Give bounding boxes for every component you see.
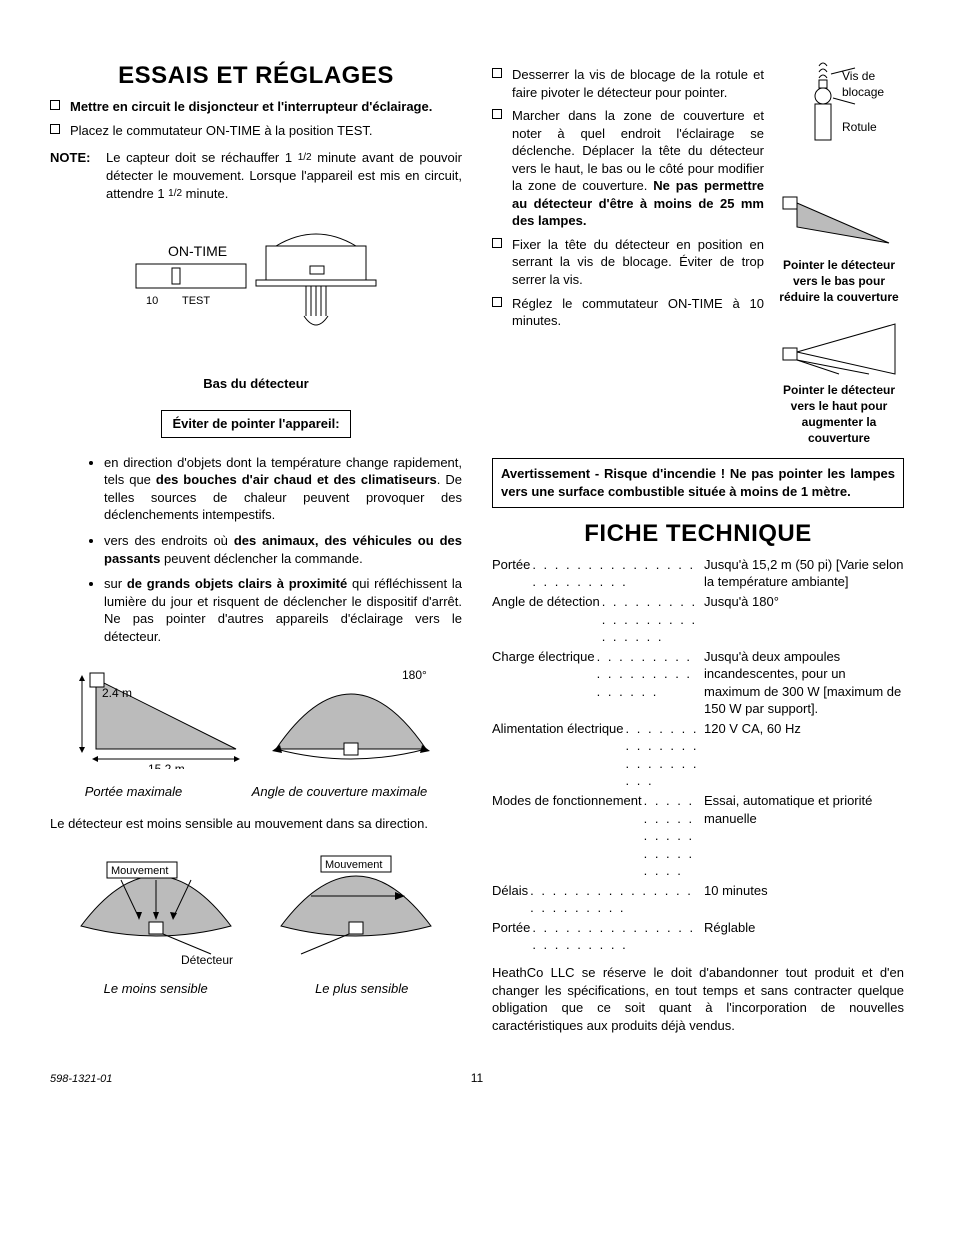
checkbox-icon <box>50 100 60 110</box>
left-column: ESSAIS ET RÉGLAGES Mettre en circuit le … <box>50 60 462 1044</box>
fig-point-down: Pointer le détecteur vers le bas pour ré… <box>774 193 904 306</box>
cb-loosen: Desserrer la vis de blocage de la rotule… <box>492 66 764 101</box>
ontime-10-svg: 10 <box>146 295 158 307</box>
cb-tighten: Fixer la tête du détecteur en position e… <box>492 236 764 289</box>
checkbox-icon <box>492 297 502 307</box>
warning-box: Avertissement - Risque d'incendie ! Ne p… <box>492 458 904 507</box>
checkbox-icon <box>492 238 502 248</box>
spec-table: PortéeJusqu'à 15,2 m (50 pi) [Varie selo… <box>492 556 904 954</box>
list-item: vers des endroits où des animaux, des vé… <box>104 532 462 567</box>
disclaimer: HeathCo LLC se réserve le doit d'abandon… <box>492 964 904 1034</box>
sensitivity-diagram: Mouvement Détecteur Mouvement <box>50 846 462 966</box>
note: NOTE: Le capteur doit se réchauffer 1 1/… <box>50 149 462 202</box>
page-number: 11 <box>471 1070 483 1086</box>
spec-row: Angle de détectionJusqu'à 180° <box>492 593 904 646</box>
range-w-svg: 15,2 m <box>148 762 185 769</box>
list-item: en direction d'objets dont la températur… <box>104 454 462 524</box>
cb-circuit: Mettre en circuit le disjoncteur et l'in… <box>50 98 462 116</box>
checkbox-icon <box>492 109 502 119</box>
sensitivity-text: Le détecteur est moins sensible au mouve… <box>50 815 462 833</box>
title-essais: ESSAIS ET RÉGLAGES <box>50 60 462 92</box>
spec-row: Délais10 minutes <box>492 882 904 917</box>
spec-row: Alimentation électrique120 V CA, 60 Hz <box>492 720 904 790</box>
caption-angle: Angle de couverture maximale <box>252 783 428 801</box>
spec-row: PortéeRéglable <box>492 919 904 954</box>
cb-ontime-test: Placez le commutateur ON-TIME à la posit… <box>50 122 462 140</box>
motion-label-1: Mouvement <box>111 865 168 877</box>
title-fiche: FICHE TECHNIQUE <box>492 518 904 550</box>
cb-set-10: Réglez le commutateur ON-TIME à 10 minut… <box>492 295 764 330</box>
cb-walk: Marcher dans la zone de couverture et no… <box>492 107 764 230</box>
footer: 598-1321-01 11 <box>50 1070 904 1087</box>
caption-range: Portée maximale <box>85 783 183 801</box>
caption-more: Le plus sensible <box>315 980 408 998</box>
spec-row: Charge électriqueJusqu'à deux ampoules i… <box>492 648 904 718</box>
list-item: sur de grands objets clairs à proximité … <box>104 575 462 645</box>
spec-row: PortéeJusqu'à 15,2 m (50 pi) [Varie selo… <box>492 556 904 591</box>
right-column: Vis de blocage Rotule Pointer le détecte… <box>492 60 904 1044</box>
right-figures: Vis de blocage Rotule Pointer le détecte… <box>774 60 904 458</box>
fig-point-up: Pointer le détecteur vers le haut pour a… <box>774 318 904 447</box>
range-h-svg: 2.4 m <box>102 686 132 700</box>
doc-code: 598-1321-01 <box>50 1073 112 1085</box>
range-angle-diagram: 2.4 m 15,2 m 180° <box>50 659 462 769</box>
ontime-label-svg: ON-TIME <box>168 243 227 259</box>
detector-label-svg: Détecteur <box>181 953 233 966</box>
spec-row: Modes de fonctionnementEssai, automatiqu… <box>492 792 904 880</box>
checkbox-icon <box>492 68 502 78</box>
bottom-detector-label: Bas du détecteur <box>50 375 462 393</box>
motion-label-2: Mouvement <box>325 859 382 871</box>
avoid-list: en direction d'objets dont la températur… <box>64 454 462 645</box>
angle-180-svg: 180° <box>402 668 427 682</box>
ontime-diagram: ON-TIME 10 TEST <box>50 216 462 361</box>
ontime-test-svg: TEST <box>182 295 210 307</box>
avoid-pointer-box: Éviter de pointer l'appareil: <box>161 410 350 438</box>
checkbox-icon <box>50 124 60 134</box>
caption-less: Le moins sensible <box>104 980 208 998</box>
